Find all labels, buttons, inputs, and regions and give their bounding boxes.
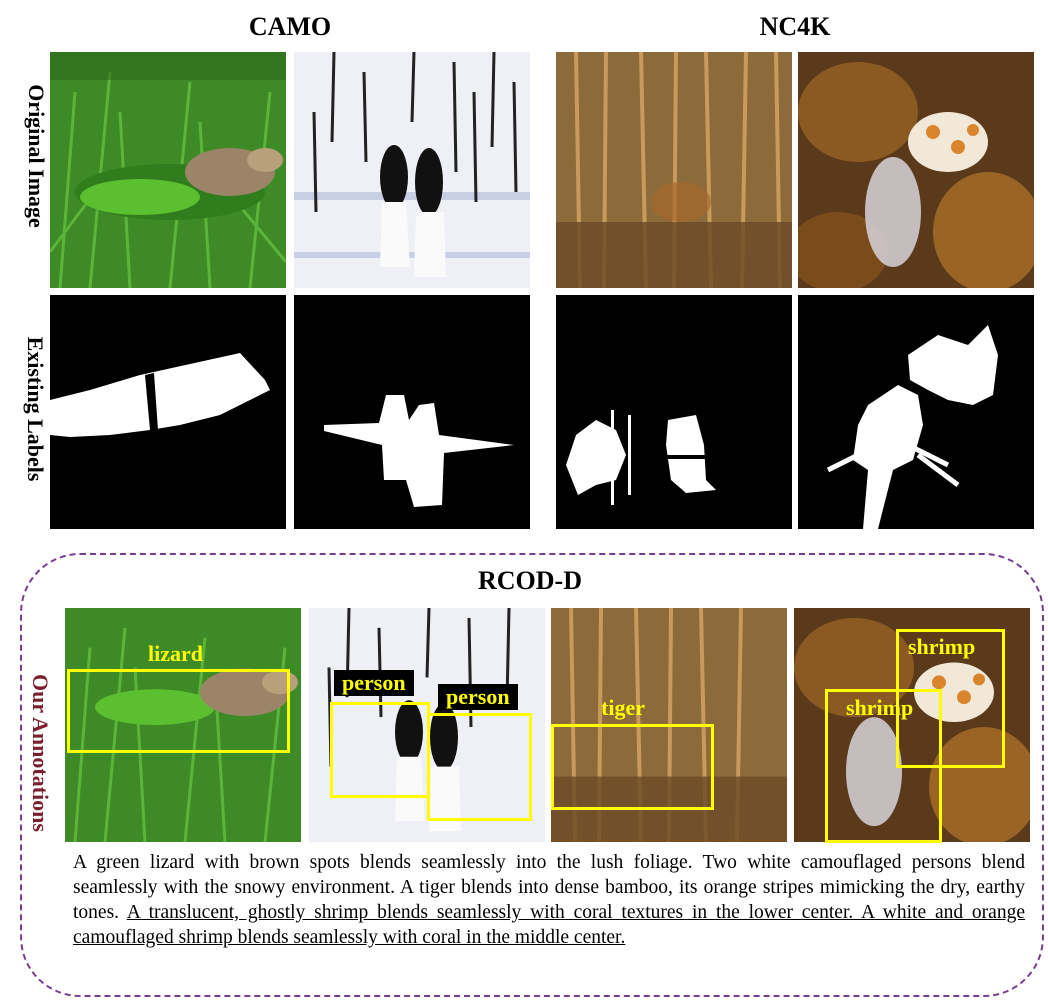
tag-shrimp-a: shrimp [846, 695, 914, 720]
existing-label-lizard [50, 295, 286, 529]
tag-person-a: person [334, 670, 414, 696]
camo-heading: CAMO [248, 12, 332, 41]
our-annotations-frame [20, 553, 1044, 997]
existing-label-person [294, 295, 530, 529]
existing-label-shrimp [798, 295, 1034, 529]
row-label-existing: Existing Labels [23, 336, 48, 482]
tag-tiger: tiger [601, 695, 645, 720]
annotated-image-shrimp [794, 608, 1030, 842]
original-image-shrimp [798, 52, 1034, 288]
bbox-lizard [67, 669, 290, 753]
tag-lizard: lizard [148, 641, 203, 666]
caption-plain: A green lizard with brown spots blends s… [73, 852, 1025, 923]
caption-underlined: A translucent, ghostly shrimp blends sea… [73, 902, 1025, 948]
original-image-tiger [556, 52, 792, 288]
original-image-lizard [50, 52, 286, 288]
existing-label-tiger [556, 295, 792, 529]
rcod-heading: RCOD-D [478, 566, 582, 595]
annotation-caption: A green lizard with brown spots blends s… [73, 850, 1025, 950]
nc4k-heading: NC4K [759, 12, 831, 41]
bbox-shrimp-b [896, 629, 1005, 768]
bbox-person-b [427, 713, 532, 821]
row-label-original: Original Image [24, 84, 49, 228]
bbox-person-a [330, 702, 430, 798]
row-label-ours: Our Annotations [28, 674, 53, 832]
tag-person-b: person [438, 684, 518, 710]
bbox-tiger [551, 724, 714, 810]
tag-shrimp-b: shrimp [908, 634, 976, 659]
original-image-person [294, 52, 530, 288]
